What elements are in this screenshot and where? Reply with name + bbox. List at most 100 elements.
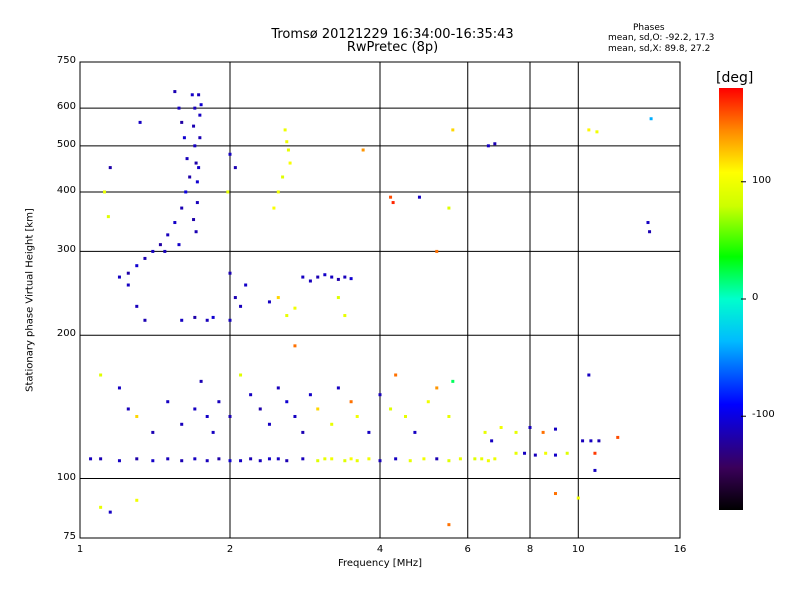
data-point	[180, 422, 184, 426]
data-point	[285, 400, 289, 404]
data-point	[194, 230, 198, 234]
data-point	[544, 451, 548, 455]
data-point	[486, 144, 490, 148]
data-point	[276, 457, 280, 461]
data-point	[597, 439, 601, 443]
data-point	[394, 373, 398, 377]
data-point	[211, 430, 215, 434]
data-point	[447, 523, 451, 527]
data-point	[283, 128, 287, 132]
data-point	[194, 161, 198, 165]
data-point	[288, 161, 292, 165]
data-point	[308, 393, 312, 397]
data-point	[135, 304, 139, 308]
data-point	[553, 427, 557, 431]
data-point	[163, 249, 167, 253]
data-point	[151, 430, 155, 434]
data-point	[228, 459, 232, 463]
data-point	[391, 201, 395, 205]
data-point	[480, 457, 484, 461]
data-point	[135, 414, 139, 418]
data-point	[293, 344, 297, 348]
data-point	[413, 430, 417, 434]
data-point	[99, 457, 103, 461]
data-point	[198, 113, 202, 117]
data-point	[138, 120, 142, 124]
data-point	[226, 190, 230, 194]
data-point	[267, 300, 271, 304]
stats-heading: Phases	[633, 23, 665, 33]
y-tick-label: 75	[63, 531, 76, 542]
data-point	[177, 243, 181, 247]
data-point	[408, 459, 412, 463]
data-point	[166, 233, 170, 237]
data-point	[211, 315, 215, 319]
data-point	[267, 422, 271, 426]
data-point	[151, 459, 155, 463]
data-point	[447, 206, 451, 210]
data-point	[135, 264, 139, 268]
x-tick-label: 16	[673, 544, 687, 555]
data-point	[514, 430, 518, 434]
data-point	[285, 314, 289, 318]
data-point	[151, 249, 155, 253]
data-point	[195, 180, 199, 184]
data-point	[349, 400, 353, 404]
data-point	[378, 393, 382, 397]
data-point	[182, 136, 186, 140]
data-point	[126, 283, 130, 287]
data-point	[99, 373, 103, 377]
data-point	[336, 296, 340, 300]
x-tick-label: 10	[571, 544, 585, 555]
x-tick-label: 6	[464, 544, 471, 555]
data-point	[361, 148, 365, 152]
x-tick-label: 4	[376, 544, 384, 555]
data-point	[197, 93, 201, 97]
data-point	[349, 277, 353, 281]
data-point	[249, 457, 253, 461]
data-point	[458, 457, 462, 461]
data-point	[193, 407, 197, 411]
data-point	[199, 103, 203, 107]
data-point	[233, 296, 237, 300]
data-point	[403, 414, 407, 418]
data-point	[367, 430, 371, 434]
data-point	[493, 142, 497, 146]
data-point	[180, 120, 184, 124]
data-point	[389, 195, 393, 199]
colorbar-tick-label: 100	[752, 174, 772, 186]
data-point	[355, 459, 359, 463]
y-tick-label: 600	[56, 101, 76, 113]
data-point	[528, 425, 532, 429]
data-point	[199, 379, 203, 383]
data-point	[581, 439, 585, 443]
data-point	[244, 283, 248, 287]
data-point	[192, 124, 196, 128]
data-point	[126, 271, 130, 275]
colorbar	[719, 88, 743, 510]
data-point	[486, 459, 490, 463]
data-point	[301, 457, 305, 461]
data-point	[451, 128, 455, 132]
data-point	[272, 206, 276, 210]
data-point	[89, 457, 93, 461]
data-point	[646, 221, 650, 225]
data-point	[258, 459, 262, 463]
data-point	[180, 318, 184, 322]
data-point	[108, 510, 112, 514]
x-axis-label: Frequency [MHz]	[337, 558, 423, 569]
data-point	[117, 459, 121, 463]
data-point	[193, 144, 197, 148]
data-point	[367, 457, 371, 461]
data-point	[514, 451, 518, 455]
data-point	[394, 457, 398, 461]
data-point	[205, 414, 209, 418]
data-point	[239, 304, 243, 308]
stats-x-line: mean, sd,X: 89.8, 27.2	[608, 44, 711, 54]
data-point	[106, 215, 110, 219]
data-point	[330, 275, 334, 279]
data-point	[173, 221, 177, 225]
data-point	[108, 166, 112, 170]
data-point	[355, 414, 359, 418]
grid-lines	[79, 61, 681, 539]
